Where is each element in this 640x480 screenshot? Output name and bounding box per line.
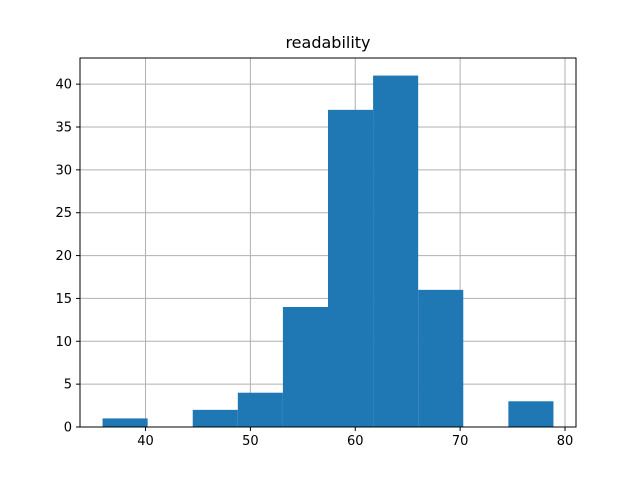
x-tick-label: 60 — [347, 434, 364, 449]
chart-title: readability — [285, 33, 370, 52]
ticks: 40 50 60 70 80 0 5 10 15 20 25 30 35 40 — [55, 78, 573, 449]
axes-frame — [79, 57, 577, 428]
histogram-bar — [282, 307, 328, 427]
y-tick-label: 40 — [55, 78, 72, 93]
y-tick-label: 30 — [55, 163, 72, 178]
y-tick-label: 0 — [64, 421, 72, 436]
x-tick-label: 80 — [557, 434, 574, 449]
y-tick-label: 5 — [64, 378, 72, 393]
x-tick-label: 70 — [452, 434, 469, 449]
x-tick-label: 40 — [137, 434, 154, 449]
histogram-bar — [328, 109, 374, 427]
histogram-bar — [237, 392, 283, 427]
x-tick-label: 50 — [242, 434, 259, 449]
y-tick-label: 10 — [55, 335, 72, 350]
y-tick-label: 25 — [55, 206, 72, 221]
histogram-bar — [373, 75, 419, 428]
y-tick-label: 20 — [55, 249, 72, 264]
histogram-bar — [192, 409, 238, 427]
bars — [102, 75, 554, 428]
histogram-bar — [102, 418, 148, 427]
histogram-bar — [508, 401, 554, 427]
histogram-bar — [418, 289, 464, 427]
y-tick-label: 15 — [55, 292, 72, 307]
y-tick-label: 35 — [55, 121, 72, 136]
